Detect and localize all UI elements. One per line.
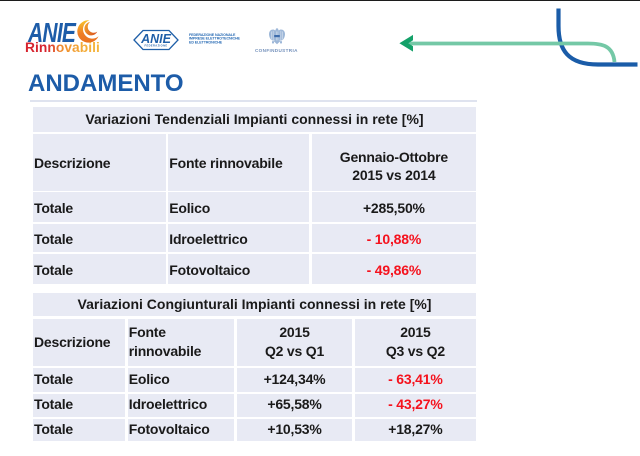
svg-text:ANIE: ANIE bbox=[140, 32, 172, 46]
svg-text:FEDERAZIONE: FEDERAZIONE bbox=[145, 44, 168, 48]
